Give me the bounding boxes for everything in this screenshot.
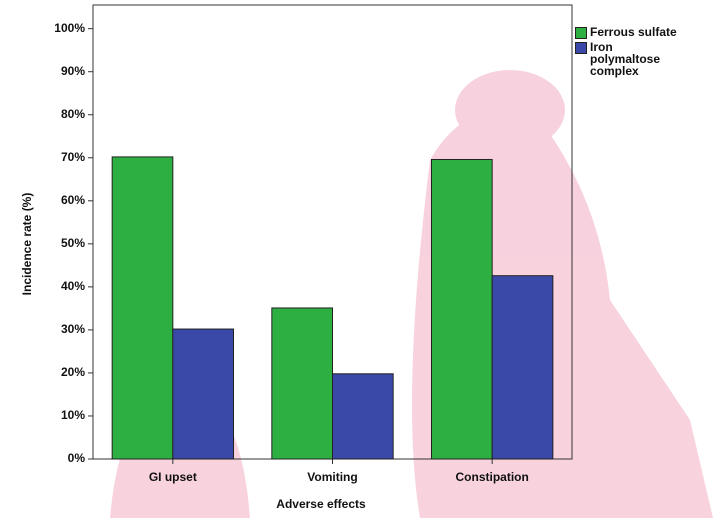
y-tick-label: 10% <box>61 408 85 422</box>
x-axis-label: Adverse effects <box>276 497 366 511</box>
bar <box>173 329 234 459</box>
y-axis-label: Incidence rate (%) <box>20 193 34 296</box>
y-tick-label: 90% <box>61 64 85 78</box>
bar <box>333 374 394 459</box>
legend-swatch <box>575 27 587 39</box>
page: Incidence rate (%) Adverse effects 0% 10%… <box>0 0 713 518</box>
legend-swatch <box>575 42 587 54</box>
legend-item: Ferrous sulfate <box>575 26 685 39</box>
y-tick-label: 40% <box>61 279 85 293</box>
legend-label: Ferrous sulfate <box>590 26 677 38</box>
x-tick-label: Vomiting <box>307 470 357 484</box>
legend-item: Iron polymaltose complex <box>575 41 685 77</box>
bar <box>112 157 173 459</box>
y-tick-label: 30% <box>61 322 85 336</box>
y-tick-label: 50% <box>61 236 85 250</box>
legend: Ferrous sulfate Iron polymaltose complex <box>575 26 685 79</box>
bar <box>492 276 553 459</box>
x-tick-label: Constipation <box>456 470 529 484</box>
y-tick-label: 20% <box>61 365 85 379</box>
y-tick-label: 70% <box>61 150 85 164</box>
y-tick-label: 100% <box>54 21 85 35</box>
legend-label: Iron polymaltose complex <box>590 41 685 77</box>
y-tick-label: 0% <box>68 451 86 465</box>
bar <box>431 159 492 459</box>
y-tick-label: 60% <box>61 193 85 207</box>
x-tick-label: GI upset <box>149 470 197 484</box>
bar <box>272 308 333 459</box>
y-tick-label: 80% <box>61 107 85 121</box>
